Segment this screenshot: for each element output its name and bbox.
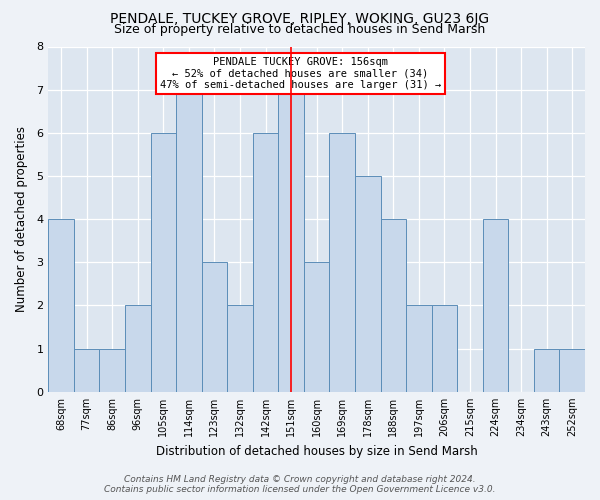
- Bar: [49, 219, 74, 392]
- Bar: [202, 262, 227, 392]
- Bar: [534, 348, 559, 392]
- Text: PENDALE TUCKEY GROVE: 156sqm
← 52% of detached houses are smaller (34)
47% of se: PENDALE TUCKEY GROVE: 156sqm ← 52% of de…: [160, 57, 441, 90]
- Bar: [559, 348, 585, 392]
- Bar: [355, 176, 380, 392]
- Bar: [278, 90, 304, 392]
- Bar: [227, 306, 253, 392]
- Bar: [406, 306, 431, 392]
- Text: PENDALE, TUCKEY GROVE, RIPLEY, WOKING, GU23 6JG: PENDALE, TUCKEY GROVE, RIPLEY, WOKING, G…: [110, 12, 490, 26]
- Bar: [176, 90, 202, 392]
- Bar: [74, 348, 100, 392]
- Bar: [483, 219, 508, 392]
- X-axis label: Distribution of detached houses by size in Send Marsh: Distribution of detached houses by size …: [156, 444, 478, 458]
- Bar: [125, 306, 151, 392]
- Bar: [253, 133, 278, 392]
- Bar: [100, 348, 125, 392]
- Text: Contains HM Land Registry data © Crown copyright and database right 2024.
Contai: Contains HM Land Registry data © Crown c…: [104, 474, 496, 494]
- Text: Size of property relative to detached houses in Send Marsh: Size of property relative to detached ho…: [115, 22, 485, 36]
- Bar: [431, 306, 457, 392]
- Bar: [380, 219, 406, 392]
- Y-axis label: Number of detached properties: Number of detached properties: [15, 126, 28, 312]
- Bar: [329, 133, 355, 392]
- Bar: [304, 262, 329, 392]
- Bar: [151, 133, 176, 392]
